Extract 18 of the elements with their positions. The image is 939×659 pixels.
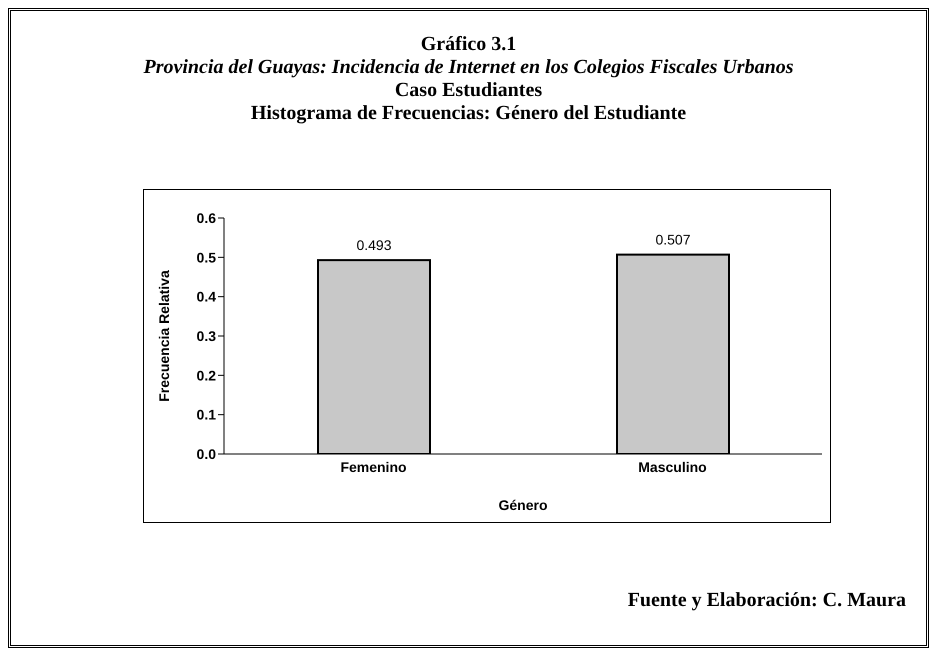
y-tick-label: 0.4 [196,288,216,305]
source-note: Fuente y Elaboración: C. Maura [628,589,906,612]
data-label: 0.507 [655,232,691,248]
data-label: 0.493 [356,237,392,254]
y-tick-label: 0.0 [196,446,216,462]
x-tick-label: Femenino [340,458,407,475]
text: Histograma de Frecuencias: Género del Estudiante [250,102,688,125]
y-tick-label: 0.2 [196,367,216,384]
y-tick-label: 0.1 [196,406,216,423]
chart-title: Gráfico 3.1 [420,33,518,56]
text: Caso Estudiantes [394,79,544,102]
y-tick-label: 0.5 [196,249,216,266]
y-axis-title: Frecuencia Relativa [156,270,172,402]
x-axis-title: Género [498,497,548,513]
y-tick-label: 0.3 [196,328,216,344]
x-tick-label: Masculino [638,458,707,475]
chart-subtitle: Provincia del Guayas: Incidencia de Internet en los Colegios Fiscales Urbanos [142,56,794,79]
y-tick-label: 0.6 [196,210,216,226]
